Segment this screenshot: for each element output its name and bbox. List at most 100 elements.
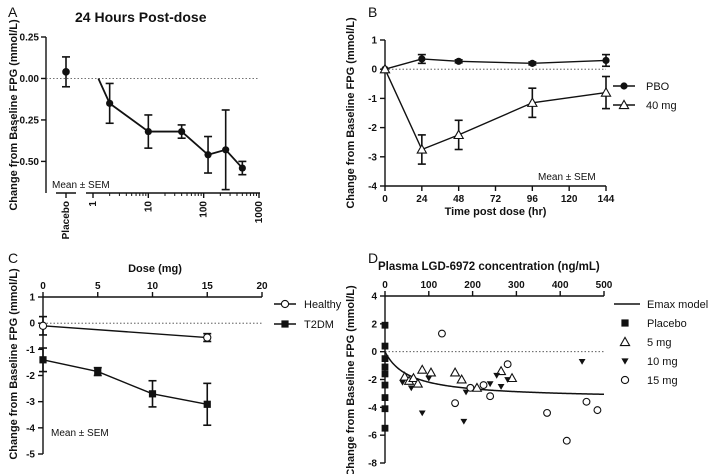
series-line bbox=[42, 359, 208, 405]
x-tick-label: 48 bbox=[453, 194, 465, 205]
data-point bbox=[416, 364, 428, 374]
x-tick-label: 100 bbox=[420, 280, 437, 291]
data-point bbox=[381, 342, 389, 350]
panel-b-plot: 1 0 -1 -2 -3 -4 0 24 48 72 96 120 144 Change from Bas… bbox=[345, 17, 677, 218]
data-point bbox=[425, 375, 433, 382]
data-point bbox=[148, 390, 157, 398]
data-point bbox=[462, 389, 470, 396]
panel-a-label: A bbox=[8, 4, 18, 20]
legend-label: PBO bbox=[646, 81, 670, 93]
data-point bbox=[203, 333, 212, 342]
data-point bbox=[381, 355, 389, 363]
y-tick-label: -4 bbox=[368, 403, 377, 414]
x-tick-label: 10 bbox=[143, 201, 154, 213]
data-point bbox=[526, 97, 538, 107]
data-point bbox=[425, 367, 437, 377]
dose-point bbox=[238, 164, 246, 172]
data-point bbox=[381, 424, 389, 432]
legend-label: Healthy bbox=[304, 299, 342, 311]
y-axis-label: Change from Baseline FPG (mmol/L) bbox=[345, 285, 357, 474]
y-tick-label: -1 bbox=[368, 94, 377, 105]
series-t2dm: T2DM bbox=[39, 319, 334, 427]
y-tick-label: -6 bbox=[368, 431, 377, 442]
y-tick-label: 0.25 bbox=[20, 33, 40, 44]
series-placebo bbox=[381, 321, 389, 432]
x-tick-label: 300 bbox=[508, 280, 525, 291]
data-point bbox=[543, 408, 552, 417]
legend-marker bbox=[621, 358, 629, 365]
panel-d-title: Plasma LGD-6972 concentration (ng/mL) bbox=[378, 261, 600, 273]
legend-marker bbox=[621, 319, 629, 327]
y-tick-label: -3 bbox=[368, 152, 377, 163]
data-point bbox=[412, 378, 424, 388]
dose-point bbox=[204, 151, 212, 159]
x-tick-label: 96 bbox=[527, 194, 539, 205]
y-tick-label: -0.50 bbox=[16, 157, 39, 168]
placebo-point bbox=[62, 68, 70, 76]
data-point bbox=[460, 418, 468, 425]
data-point bbox=[593, 406, 602, 415]
data-point bbox=[416, 143, 428, 154]
annotation-mean-sem: Mean ± SEM bbox=[52, 180, 110, 191]
annotation-mean-sem: Mean ± SEM bbox=[538, 172, 596, 183]
y-axis-label: Change from Baseline FPG (mmol/L) bbox=[8, 19, 20, 211]
data-point bbox=[407, 385, 415, 392]
panel-d-label: D bbox=[368, 250, 378, 266]
y-tick-label: -2 bbox=[26, 371, 35, 382]
x-tick-label: 0 bbox=[382, 280, 388, 291]
data-point bbox=[408, 372, 419, 383]
legend-marker bbox=[281, 320, 289, 328]
data-point bbox=[493, 372, 501, 379]
data-point bbox=[451, 399, 460, 408]
x-tick-label: 400 bbox=[552, 280, 569, 291]
x-tick-label: 0 bbox=[382, 194, 388, 205]
series-15-mg bbox=[437, 329, 602, 445]
legend-label: Emax model bbox=[647, 299, 708, 311]
x-tick-label: 20 bbox=[256, 281, 268, 292]
x-tick-label: 144 bbox=[598, 194, 615, 205]
legend-label: 40 mg bbox=[646, 100, 677, 112]
data-point bbox=[497, 384, 505, 390]
data-point bbox=[381, 363, 389, 371]
y-tick-label: -5 bbox=[26, 450, 35, 461]
y-tick-label: -0.25 bbox=[16, 115, 39, 126]
data-point bbox=[455, 57, 463, 65]
data-point bbox=[38, 321, 48, 330]
x-tick-label: 0 bbox=[40, 281, 46, 292]
legend-label: T2DM bbox=[304, 319, 334, 331]
legend-label: Placebo bbox=[647, 318, 687, 330]
data-point bbox=[578, 359, 586, 365]
legend-marker bbox=[620, 82, 628, 90]
legend-marker bbox=[619, 336, 631, 347]
annotation-mean-sem: Mean ± SEM bbox=[51, 428, 109, 439]
x-tick-label: 5 bbox=[95, 281, 101, 292]
x-tick-label: 1000 bbox=[254, 201, 265, 224]
x-tick-label: 10 bbox=[147, 281, 159, 292]
data-point bbox=[504, 377, 512, 383]
dose-response-line bbox=[97, 78, 244, 169]
data-point bbox=[381, 370, 389, 378]
data-point bbox=[528, 59, 536, 67]
panel-a-title: 24 Hours Post-dose bbox=[75, 9, 207, 25]
dose-point bbox=[106, 99, 114, 107]
x-tick-label-placebo: Placebo bbox=[61, 201, 72, 239]
data-point bbox=[456, 373, 467, 384]
legend-label: 5 mg bbox=[647, 337, 671, 349]
x-tick-label: 15 bbox=[202, 281, 214, 292]
y-tick-label: 1 bbox=[371, 36, 377, 47]
y-tick-label: -4 bbox=[26, 423, 35, 434]
data-point bbox=[503, 360, 512, 369]
legend-marker bbox=[280, 299, 290, 309]
x-tick-label: 500 bbox=[596, 280, 613, 291]
y-tick-label: -8 bbox=[368, 459, 377, 470]
y-tick-label: 1 bbox=[29, 293, 35, 304]
data-point bbox=[39, 356, 47, 364]
x-tick-label: 100 bbox=[199, 201, 210, 218]
series-pbo: PBO bbox=[381, 53, 670, 93]
data-point bbox=[449, 367, 461, 377]
data-point bbox=[379, 63, 391, 74]
series-healthy: Healthy bbox=[38, 299, 342, 343]
legend-marker bbox=[618, 99, 630, 110]
